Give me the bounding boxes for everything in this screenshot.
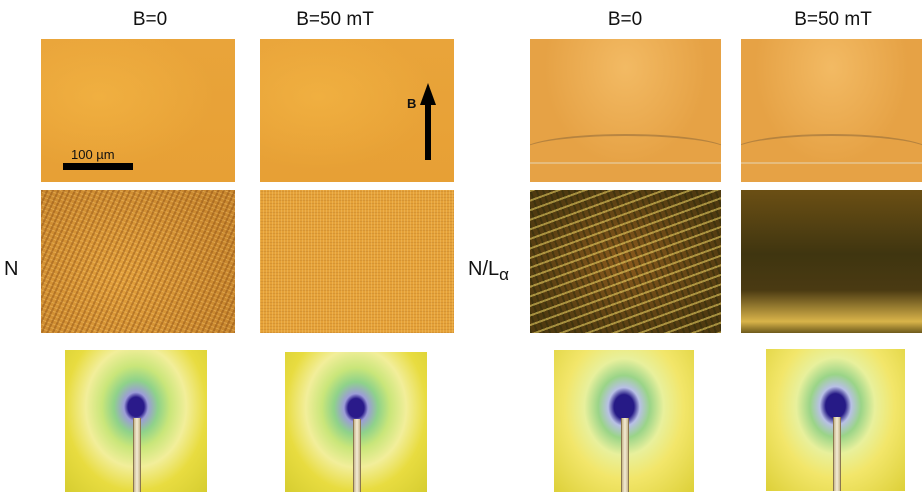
row-label-main: N/L: [468, 258, 500, 280]
column-header-2: B=50 mT: [296, 9, 374, 30]
polarized-n-b0: [41, 190, 235, 333]
scalebar: [63, 163, 133, 170]
scalebar-label: 100 µm: [71, 147, 115, 162]
beamstop: [353, 419, 361, 492]
micrograph-nla-b50: [741, 39, 922, 182]
field-arrow-head: [420, 83, 436, 105]
diffraction-n-b50: [285, 352, 427, 492]
beamstop: [621, 418, 629, 492]
column-header-1: B=0: [132, 9, 168, 30]
row-label-n-l-alpha: N/Lα: [468, 258, 509, 286]
column-header-3: B=0: [607, 9, 643, 30]
micrograph-n-b50: B: [260, 39, 454, 182]
diffraction-nla-b0: [554, 350, 694, 492]
polarized-nla-b0: [530, 190, 721, 333]
column-header-4: B=50 mT: [794, 9, 872, 30]
field-arrow-label: B: [407, 96, 417, 111]
micrograph-n-b0: 100 µm: [41, 39, 235, 182]
beamstop: [133, 418, 141, 492]
row-label-subscript: α: [499, 265, 509, 284]
row-label-n: N: [4, 258, 19, 280]
diffraction-n-b0: [65, 350, 207, 492]
polarized-n-b50: [260, 190, 454, 333]
beamstop: [832, 417, 841, 491]
micrograph-nla-b0: [530, 39, 721, 182]
polarized-nla-b50: [741, 190, 922, 333]
diffraction-nla-b50: [766, 349, 905, 491]
field-arrow-shaft: [425, 103, 431, 160]
